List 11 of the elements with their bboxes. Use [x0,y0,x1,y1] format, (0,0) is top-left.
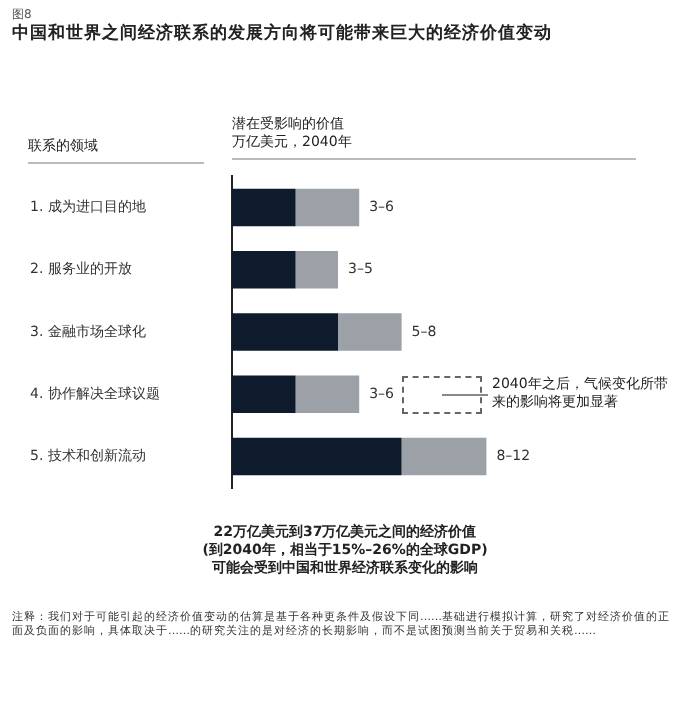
bar [232,251,296,289]
bar [232,375,296,413]
bar [232,437,402,476]
bar [232,313,338,351]
bar [338,313,402,351]
bar [295,375,360,413]
bar [295,188,360,227]
chart-title: 中国和世界之间经济联系的发展方向将可能带来巨大的经济价值变动 [12,22,552,46]
bar [295,251,338,289]
bar [232,188,296,227]
bar [401,437,487,476]
